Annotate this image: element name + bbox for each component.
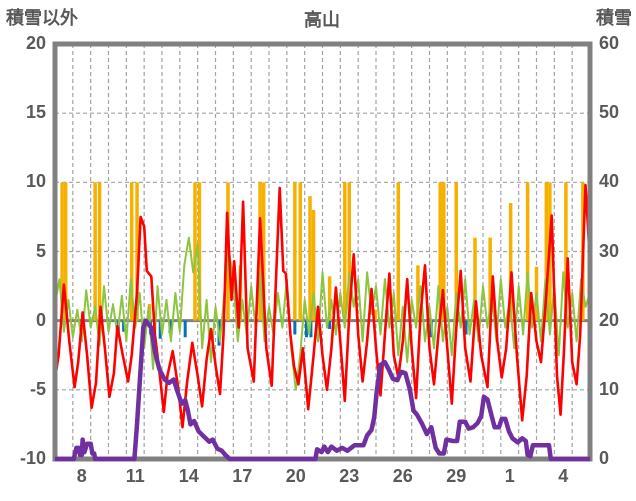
x-axis-tick-label: 4 [558, 466, 569, 486]
x-axis-tick-label: 11 [125, 466, 145, 486]
left-axis-title: 積雪以外 [6, 8, 78, 28]
blue-bars [464, 320, 468, 335]
orange-bars [488, 237, 492, 321]
blue-bars [158, 320, 162, 339]
chart-title: 高山 [304, 10, 340, 30]
plot-border [52, 41, 593, 462]
x-axis-tick-label: 29 [446, 466, 467, 486]
x-axis-tick-label: 1 [504, 466, 515, 486]
orange-bars [97, 182, 102, 321]
orange-bars [347, 182, 351, 321]
blue-bars [328, 320, 332, 329]
left-axis-tick-label: 20 [25, 33, 46, 53]
x-axis-tick-label: 23 [339, 466, 360, 486]
orange-bars [416, 265, 420, 321]
orange-bars [473, 237, 477, 321]
right-axis-tick-label: 20 [599, 309, 620, 330]
orange-bars [93, 182, 97, 321]
blue-bars [309, 320, 313, 338]
orange-bars [343, 182, 347, 321]
orange-bars [129, 182, 134, 321]
x-axis-tick-label: 8 [76, 466, 87, 486]
orange-bars [544, 182, 549, 321]
orange-bars [525, 182, 530, 321]
right-axis-tick-label: 30 [599, 240, 620, 261]
left-axis-tick-label: -10 [19, 448, 46, 468]
right-axis-tick-label: 10 [599, 378, 620, 399]
right-axis-tick-label: 60 [599, 33, 620, 53]
right-axis-title: 積雪 [596, 8, 632, 28]
orange-bars [508, 203, 513, 321]
orange-bars [197, 182, 202, 321]
orange-bars [311, 210, 316, 321]
blue-bars [183, 320, 187, 338]
red-line [53, 183, 592, 429]
right-axis-tick-label: 40 [599, 171, 620, 192]
orange-bars [396, 182, 401, 321]
x-axis-tick-label: 17 [232, 466, 253, 486]
x-axis-tick-label: 26 [392, 466, 413, 486]
orange-bars [327, 276, 332, 321]
blue-bars [293, 320, 297, 335]
right-axis-tick-label: 0 [599, 448, 610, 468]
blue-bars [122, 320, 126, 332]
orange-bars [442, 182, 446, 321]
orange-bars [63, 182, 68, 321]
orange-bars [60, 182, 64, 321]
orange-bars [564, 182, 568, 321]
left-axis-tick-label: 5 [35, 240, 46, 261]
orange-bars [135, 182, 139, 321]
blue-bars [304, 320, 308, 338]
orange-bars [298, 182, 302, 321]
orange-bars [454, 182, 458, 321]
orange-bars [308, 196, 312, 321]
x-axis-tick-label: 20 [285, 466, 306, 486]
x-axis-tick-label: 14 [178, 466, 199, 486]
orange-bars [261, 182, 266, 321]
right-axis-tick-label: 50 [599, 102, 620, 123]
orange-bars [193, 182, 197, 321]
snow-depth-line [55, 318, 590, 462]
orange-bars [293, 182, 297, 321]
left-axis-tick-label: 0 [35, 309, 46, 330]
orange-bars [373, 309, 377, 321]
orange-bars [438, 182, 442, 321]
left-axis-tick-label: 15 [25, 102, 46, 123]
left-axis-tick-label: 10 [25, 171, 46, 192]
left-axis-tick-label: -5 [29, 378, 46, 399]
